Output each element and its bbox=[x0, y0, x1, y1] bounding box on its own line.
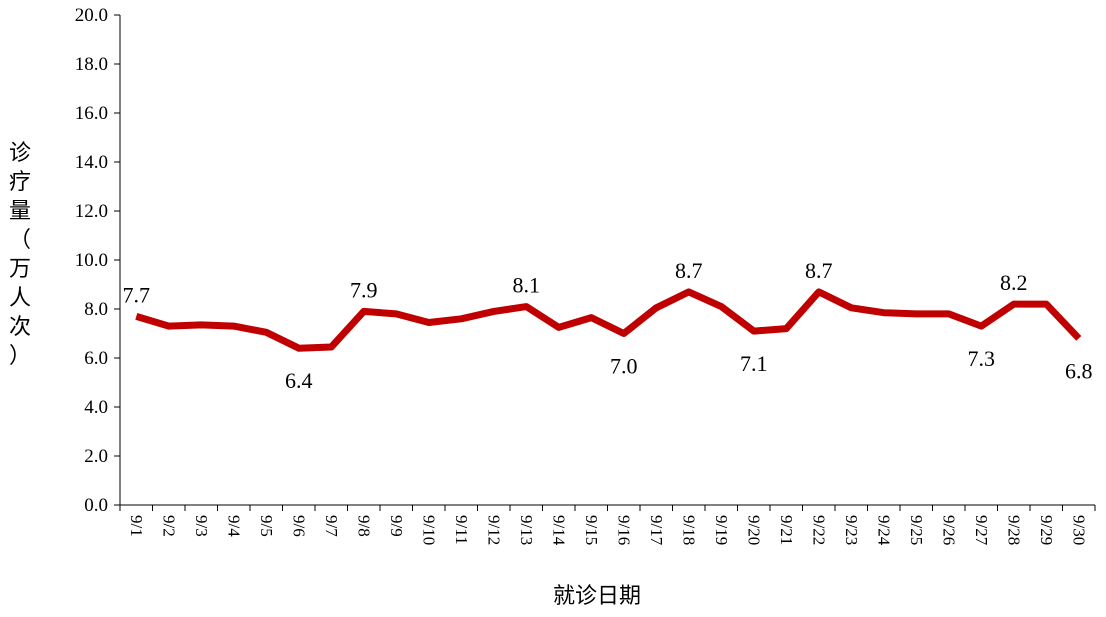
x-axis-title: 就诊日期 bbox=[553, 584, 641, 609]
x-tick-label: 9/5 bbox=[257, 515, 276, 537]
x-tick-label: 9/30 bbox=[1069, 515, 1088, 545]
y-tick-label: 10.0 bbox=[75, 250, 108, 271]
x-tick-label: 9/15 bbox=[582, 515, 601, 545]
y-tick-label: 6.0 bbox=[84, 348, 108, 369]
data-label: 7.7 bbox=[123, 282, 151, 307]
x-tick-label: 9/20 bbox=[744, 515, 763, 545]
x-tick-label: 9/6 bbox=[289, 515, 308, 537]
x-tick-label: 9/23 bbox=[842, 515, 861, 545]
data-label: 8.2 bbox=[1000, 270, 1028, 295]
x-tick-label: 9/19 bbox=[712, 515, 731, 545]
x-tick-label: 9/7 bbox=[322, 515, 341, 537]
x-tick-label: 9/9 bbox=[387, 515, 406, 537]
x-axis: 9/1 9/2 9/3 9/4 9/5 9/6 9/7 9/8 9/9 9/10 9/11 9/12 9… bbox=[119, 504, 1096, 546]
y-tick-label: 4.0 bbox=[84, 397, 108, 418]
x-tick-label: 9/8 bbox=[354, 515, 373, 537]
x-tick-label: 9/25 bbox=[907, 515, 926, 545]
x-tick-label: 9/12 bbox=[484, 515, 503, 545]
series-line-0 bbox=[135, 288, 1082, 352]
y-tick-label: 18.0 bbox=[75, 54, 108, 75]
x-tick-label: 9/26 bbox=[939, 515, 958, 545]
y-tick-label: 20.0 bbox=[75, 5, 108, 26]
data-label: 8.1 bbox=[513, 273, 541, 298]
x-tick-label: 9/24 bbox=[874, 515, 893, 546]
x-tick-label: 9/11 bbox=[452, 515, 471, 545]
x-tick-label: 9/16 bbox=[614, 515, 633, 545]
x-tick-label: 9/28 bbox=[1004, 515, 1023, 545]
y-axis-title: 诊疗量（万人次） bbox=[9, 141, 31, 369]
x-tick-label: 9/22 bbox=[809, 515, 828, 545]
data-label: 8.7 bbox=[675, 258, 703, 283]
x-tick-label: 9/14 bbox=[549, 515, 568, 546]
data-label: 7.9 bbox=[350, 277, 378, 302]
y-tick-label: 0.0 bbox=[84, 495, 108, 516]
data-label: 7.0 bbox=[610, 354, 638, 379]
x-tick-label: 9/21 bbox=[777, 515, 796, 545]
data-label: 7.3 bbox=[968, 346, 996, 371]
y-tick-label: 12.0 bbox=[75, 201, 108, 222]
x-tick-label: 9/2 bbox=[159, 515, 178, 537]
y-tick-label: 2.0 bbox=[84, 446, 108, 467]
y-axis: 0.0 2.0 4.0 6.0 8.0 10.0 12.0 14.0 16.0 18.0 20.0 bbox=[75, 5, 121, 516]
x-tick-label: 9/29 bbox=[1037, 515, 1056, 545]
y-tick-label: 14.0 bbox=[75, 152, 108, 173]
data-label: 6.4 bbox=[285, 368, 313, 393]
data-labels: 7.7 6.4 7.9 8.1 7.0 8.7 7.1 8.7 7.3 8.2 6.8 bbox=[123, 258, 1093, 393]
x-tick-label: 9/13 bbox=[517, 515, 536, 545]
x-tick-label: 9/10 bbox=[419, 515, 438, 545]
x-tick-label: 9/17 bbox=[647, 515, 666, 546]
series-lines bbox=[135, 288, 1082, 352]
y-tick-label: 8.0 bbox=[84, 299, 108, 320]
x-tick-label: 9/18 bbox=[679, 515, 698, 545]
x-tick-label: 9/27 bbox=[972, 515, 991, 546]
x-tick-label: 9/1 bbox=[127, 515, 146, 537]
data-label: 6.8 bbox=[1065, 358, 1093, 383]
y-tick-label: 16.0 bbox=[75, 103, 108, 124]
data-label: 7.1 bbox=[740, 351, 768, 376]
x-tick-label: 9/4 bbox=[224, 515, 243, 537]
x-tick-label: 9/3 bbox=[192, 515, 211, 537]
data-label: 8.7 bbox=[805, 258, 833, 283]
